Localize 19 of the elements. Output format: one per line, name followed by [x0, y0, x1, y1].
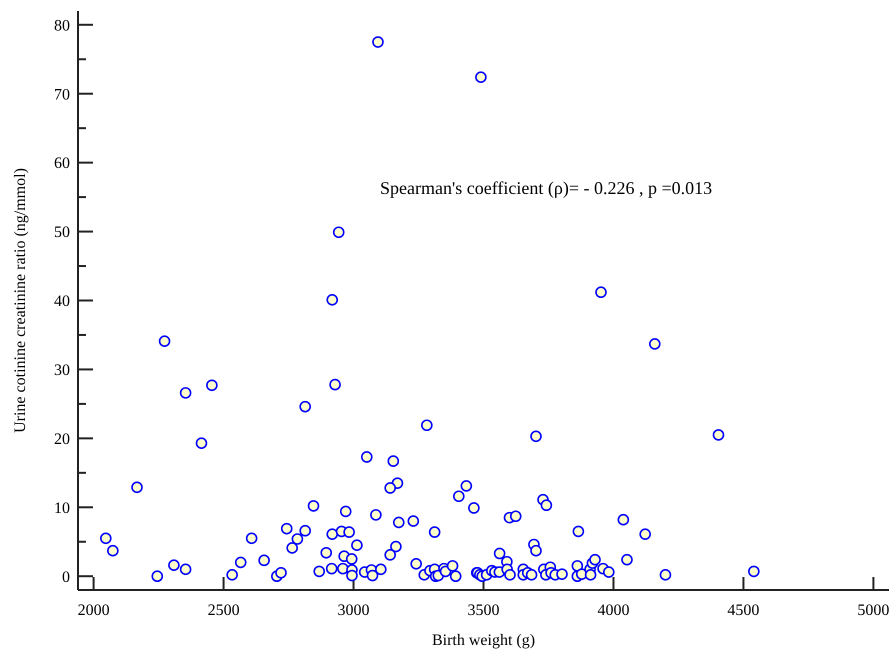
y-tick-label: 40 [54, 293, 70, 310]
y-axis-title: Urine cotinine creatinine ratio (ng/mmol) [12, 168, 29, 433]
y-tick-label: 60 [54, 155, 70, 172]
y-tick-label: 80 [54, 17, 70, 34]
x-tick-label: 3000 [338, 602, 370, 619]
y-tick-label: 0 [62, 568, 70, 586]
y-tick-label: 20 [54, 430, 70, 448]
y-tick-label: 30 [54, 362, 70, 380]
y-tick-label: 10 [54, 500, 70, 517]
x-tick-label: 2500 [208, 602, 240, 619]
annotation: Spearman's coefficient (ρ)= - 0.226 , p =0.013 [380, 178, 712, 198]
y-tick-label: 70 [54, 86, 70, 104]
x-tick-label: 3500 [468, 602, 500, 619]
x-axis-title: Birth weight (g) [432, 632, 536, 649]
x-tick-label: 2000 [78, 602, 110, 619]
x-tick-label: 4500 [727, 602, 760, 619]
x-tick-label: 5000 [857, 602, 890, 619]
x-tick-label: 4000 [597, 602, 630, 619]
y-tick-label: 50 [54, 224, 70, 242]
